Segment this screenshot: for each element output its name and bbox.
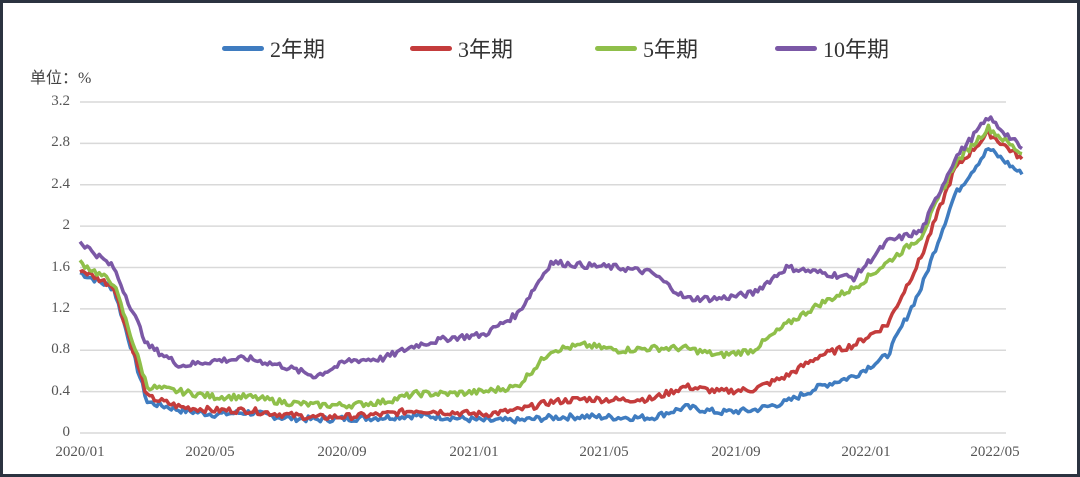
y-tick-label: 2	[62, 217, 71, 234]
series-line-5年期	[78, 123, 1023, 410]
y-tick-label: 0.8	[51, 341, 70, 358]
series-lines	[78, 115, 1024, 425]
y-tick-label: 0.4	[51, 382, 70, 399]
x-tick-label: 2020/01	[55, 444, 105, 460]
x-tick-label: 2021/01	[449, 444, 499, 460]
legend-label: 2年期	[270, 37, 326, 62]
y-tick-label: 2.8	[51, 134, 70, 151]
x-tick-label: 2022/05	[970, 444, 1020, 460]
legend-label: 3年期	[458, 37, 514, 62]
x-tick-label: 2021/05	[579, 444, 629, 460]
x-tick-label: 2022/01	[841, 444, 891, 460]
series-line-3年期	[79, 128, 1024, 422]
legend-swatch-5y	[595, 45, 637, 51]
legend-label: 5年期	[643, 37, 699, 62]
gridlines	[80, 101, 1006, 434]
y-tick-label: 1.6	[51, 258, 70, 275]
y-tick-label: 1.2	[51, 299, 70, 316]
series-line-10年期	[78, 115, 1023, 380]
y-tick-label: 3.2	[51, 93, 70, 109]
series-line-2年期	[79, 147, 1024, 425]
y-tick-label: 0	[62, 424, 71, 440]
legend-swatch-2y	[222, 45, 264, 51]
legend-swatch-10y	[775, 45, 817, 51]
legend-item-3y: 3年期	[410, 32, 513, 64]
x-tick-label: 2021/09	[711, 444, 761, 460]
y-tick-label: 2.4	[51, 175, 70, 192]
legend-item-2y: 2年期	[222, 32, 325, 64]
legend: 2年期 3年期 5年期 10年期	[0, 32, 1080, 62]
x-tick-label: 2020/09	[317, 444, 367, 460]
y-axis-unit-label: 单位：%	[30, 70, 92, 87]
legend-item-5y: 5年期	[595, 32, 698, 64]
legend-swatch-3y	[410, 45, 452, 51]
legend-label: 10年期	[823, 37, 890, 62]
legend-item-10y: 10年期	[775, 32, 889, 64]
x-tick-label: 2020/05	[185, 444, 235, 460]
